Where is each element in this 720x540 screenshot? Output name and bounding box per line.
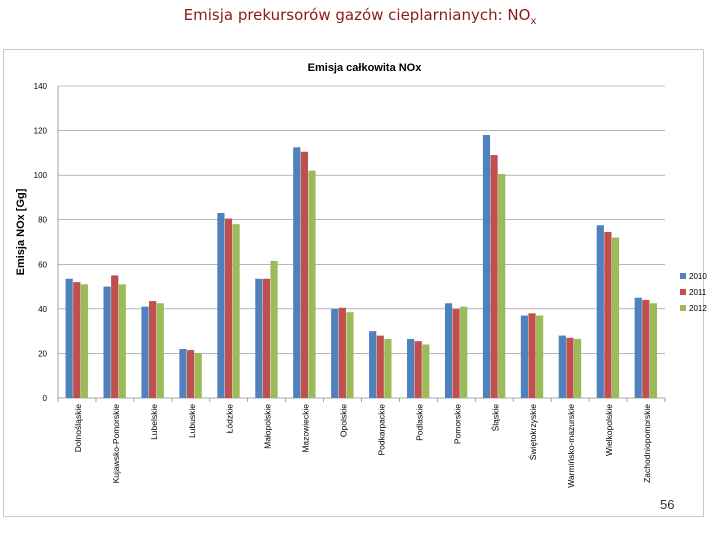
x-tick-label: Dolnośląskie — [73, 404, 83, 452]
bar-2010 — [596, 225, 604, 398]
legend-label: 2010 — [689, 272, 707, 281]
bar-2011 — [111, 275, 119, 398]
y-axis-title: Emisja NOx [Gg] — [15, 188, 27, 275]
y-tick-label: 80 — [38, 216, 47, 225]
bar-2012 — [536, 315, 544, 398]
x-tick-label: Wielkopolskie — [604, 404, 614, 456]
bar-2011 — [300, 151, 308, 398]
x-tick-label: Świętokrzyskie — [527, 404, 538, 460]
bar-2011 — [642, 299, 650, 398]
y-tick-label: 0 — [43, 394, 48, 403]
bar-2012 — [270, 260, 278, 398]
chart-frame — [3, 49, 704, 517]
bar-2010 — [558, 335, 566, 398]
slide-title-subscript: x — [530, 16, 537, 27]
y-tick-label: 60 — [38, 260, 47, 269]
legend-swatch-2010 — [680, 273, 686, 279]
bar-2012 — [649, 303, 658, 398]
x-tick-label: Opolskie — [339, 404, 349, 437]
x-tick-label: Podkarpackie — [376, 404, 386, 456]
bar-2012 — [573, 338, 582, 398]
y-tick-label: 140 — [34, 82, 48, 91]
bar-2011 — [224, 218, 233, 398]
bar-2010 — [482, 135, 491, 398]
x-tick-label: Lubuskie — [187, 404, 197, 438]
legend-label: 2011 — [689, 288, 707, 297]
y-tick-label: 40 — [38, 305, 47, 314]
chart-title: Emisja całkowita NOx — [308, 62, 423, 74]
page-number: 56 — [660, 497, 675, 512]
bar-2012 — [460, 306, 468, 398]
bar-2011 — [376, 335, 384, 398]
bar-2010 — [179, 348, 187, 398]
y-tick-label: 100 — [34, 171, 48, 180]
x-tick-label: Mazowieckie — [301, 404, 311, 453]
legend-label: 2012 — [689, 304, 707, 313]
legend-swatch-2012 — [680, 305, 686, 311]
bar-2010 — [520, 315, 529, 398]
bar-2010 — [407, 338, 415, 398]
x-tick-label: Podlaskie — [414, 404, 424, 441]
slide-title-text: Emisja prekursorów gazów cieplarnianych:… — [183, 6, 531, 24]
bar-2010 — [369, 331, 377, 398]
bar-2010 — [65, 278, 73, 398]
bar-2011 — [604, 231, 612, 398]
bar-2010 — [103, 286, 111, 398]
bar-2010 — [293, 147, 301, 398]
slide-title: Emisja prekursorów gazów cieplarnianych:… — [0, 6, 720, 27]
bar-2011 — [452, 308, 460, 398]
x-tick-label: Łódzkie — [225, 404, 235, 434]
bar-2012 — [232, 224, 240, 398]
bar-2012 — [422, 344, 430, 398]
x-tick-label: Pomorskie — [452, 404, 462, 444]
x-tick-label: Warmińsko-mazurskie — [566, 404, 576, 488]
bar-2011 — [528, 313, 536, 398]
bar-2011 — [186, 350, 195, 398]
x-tick-label: Małopolskie — [263, 404, 273, 449]
bar-2011 — [338, 307, 346, 398]
bar-2010 — [217, 213, 225, 398]
x-tick-label: Zachodniopomorskie — [642, 404, 652, 483]
y-tick-label: 120 — [34, 127, 48, 136]
x-tick-label: Śląskie — [489, 404, 500, 432]
bar-2012 — [346, 312, 354, 398]
legend-swatch-2011 — [680, 289, 686, 295]
bar-2012 — [611, 237, 620, 398]
bar-2012 — [308, 170, 316, 398]
y-tick-label: 20 — [38, 349, 47, 358]
bar-2011 — [490, 155, 498, 398]
bar-2011 — [414, 341, 422, 398]
bar-2011 — [149, 301, 157, 398]
bar-2012 — [384, 338, 392, 398]
bar-2011 — [262, 278, 271, 398]
bar-2012 — [498, 174, 506, 398]
bar-2010 — [444, 303, 453, 398]
bar-2010 — [255, 278, 263, 398]
bar-2012 — [156, 303, 164, 398]
bar-2012 — [118, 284, 126, 398]
bar-2012 — [80, 284, 88, 398]
bar-2011 — [73, 282, 81, 398]
bar-2010 — [634, 297, 642, 398]
bar-2010 — [331, 308, 339, 398]
x-tick-label: Kujawsko-Pomorskie — [111, 404, 121, 484]
x-tick-label: Lubelskie — [149, 404, 159, 440]
bar-2012 — [194, 353, 202, 398]
bar-2011 — [566, 337, 574, 398]
bar-2010 — [141, 306, 149, 398]
